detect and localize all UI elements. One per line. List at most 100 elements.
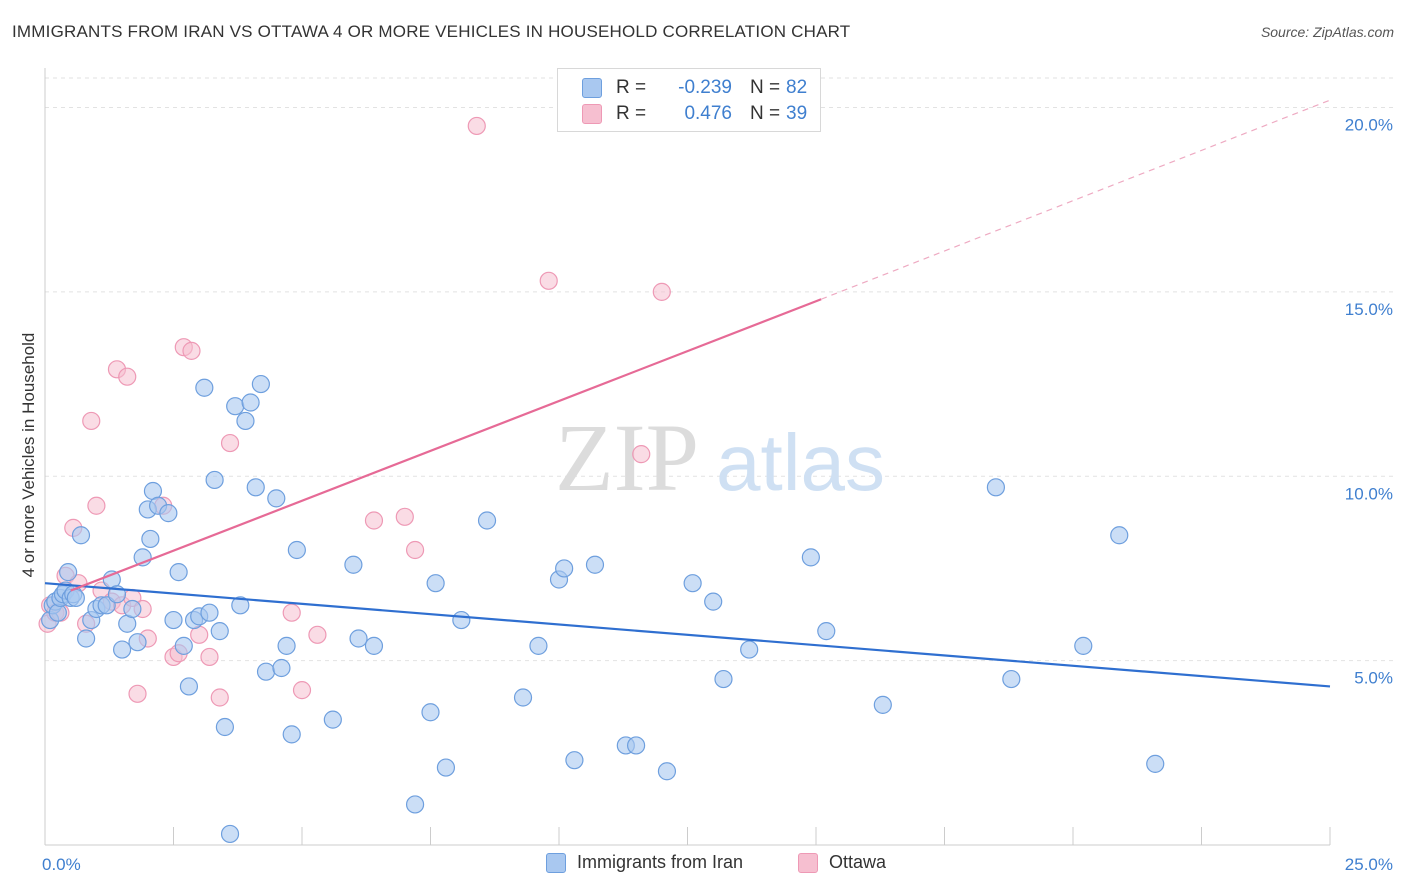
legend-label-ottawa: Ottawa xyxy=(829,852,887,872)
iran-point xyxy=(246,478,265,497)
iran-point xyxy=(1074,636,1093,655)
y-tick-label: 20.0% xyxy=(1345,116,1393,135)
iran-trend-line xyxy=(44,582,1331,688)
iran-points xyxy=(41,374,1165,844)
iran-point xyxy=(123,599,142,619)
iran-point xyxy=(272,658,291,678)
ottawa-point xyxy=(364,511,384,530)
iran-point xyxy=(267,489,286,508)
ottawa-point xyxy=(308,625,327,644)
stats-row-ottawa: R = 0.476 N = 39 xyxy=(582,101,807,127)
iran-point xyxy=(344,555,363,574)
y-tick-label: 15.0% xyxy=(1345,300,1393,319)
ottawa-trend-extension xyxy=(820,99,1331,300)
ottawa-swatch xyxy=(582,104,602,124)
legend-label-iran: Immigrants from Iran xyxy=(577,852,744,872)
r-label: R = xyxy=(616,77,647,98)
iran-point xyxy=(1146,754,1165,773)
iran-point xyxy=(364,636,384,655)
iran-point xyxy=(704,592,723,611)
iran-point xyxy=(323,710,342,729)
stats-legend: R = -0.239 N = 82 R = 0.476 N = 39 xyxy=(557,68,821,132)
iran-point xyxy=(226,397,245,416)
ottawa-point xyxy=(210,688,229,707)
iran-point xyxy=(179,677,199,696)
r-value: 0.476 xyxy=(684,103,732,124)
iran-point xyxy=(205,470,224,490)
iran-point xyxy=(421,703,440,722)
iran-point xyxy=(436,758,456,777)
iran-point xyxy=(873,695,892,714)
trend-lines xyxy=(44,99,1331,688)
iran-point xyxy=(159,504,178,523)
iran-point xyxy=(513,688,533,707)
iran-legend-swatch xyxy=(546,852,566,873)
ottawa-point xyxy=(87,496,106,515)
iran-point xyxy=(210,622,229,641)
legend-item-iran[interactable]: Immigrants from Iran xyxy=(546,852,743,873)
tick-labels: 5.0% 10.0% 15.0% 20.0% 0.0% 25.0% xyxy=(42,116,1393,875)
iran-point xyxy=(657,762,677,781)
ottawa-point xyxy=(82,411,101,431)
ottawa-trend-line xyxy=(70,298,822,592)
ottawa-point xyxy=(652,282,671,301)
iran-point xyxy=(565,751,584,770)
iran-point xyxy=(555,559,574,578)
ottawa-legend-swatch xyxy=(798,852,818,873)
ottawa-point xyxy=(292,681,312,700)
iran-point xyxy=(801,548,820,567)
ottawa-point xyxy=(118,367,137,386)
source-credit: Source: ZipAtlas.com xyxy=(1260,24,1394,40)
y-axis-title: 4 or more Vehicles in Household xyxy=(19,333,38,578)
n-label: N = xyxy=(750,103,781,124)
ottawa-point xyxy=(467,116,486,136)
axes xyxy=(44,68,1331,846)
iran-swatch xyxy=(582,78,602,98)
iran-point xyxy=(405,795,425,814)
iran-point xyxy=(714,669,733,689)
iran-point xyxy=(215,717,234,737)
legend-item-ottawa[interactable]: Ottawa xyxy=(798,852,886,873)
iran-point xyxy=(112,640,132,659)
iran-point xyxy=(817,622,836,641)
iran-point xyxy=(128,633,147,652)
iran-point xyxy=(277,636,296,655)
iran-point xyxy=(220,824,240,844)
iran-point xyxy=(683,574,702,593)
iran-point xyxy=(256,662,276,681)
iran-point xyxy=(426,574,445,593)
iran-point xyxy=(77,629,96,648)
iran-point xyxy=(141,529,160,549)
iran-point xyxy=(48,603,67,622)
iran-point xyxy=(349,629,368,648)
iran-point xyxy=(1002,669,1021,689)
r-value: -0.239 xyxy=(678,77,732,98)
iran-point xyxy=(452,610,471,630)
iran-point xyxy=(71,526,91,545)
iran-point xyxy=(66,588,85,608)
n-label: N = xyxy=(750,77,781,98)
iran-point xyxy=(529,636,548,655)
iran-point xyxy=(626,736,646,755)
stats-row-iran: R = -0.239 N = 82 xyxy=(582,75,807,101)
ottawa-point xyxy=(632,445,651,464)
iran-point xyxy=(251,374,270,394)
series-legend: Immigrants from Iran Ottawa xyxy=(0,852,1406,878)
iran-point xyxy=(59,563,78,582)
ottawa-point xyxy=(405,540,425,560)
iran-point xyxy=(282,725,301,744)
gridlines xyxy=(45,77,1395,662)
iran-point xyxy=(477,511,497,530)
iran-point xyxy=(1110,526,1129,545)
r-label: R = xyxy=(616,103,647,124)
iran-point xyxy=(231,596,250,615)
ottawa-point xyxy=(182,341,201,360)
iran-point xyxy=(287,540,306,560)
x-tick-label: 25.0% xyxy=(1345,855,1393,874)
ottawa-point xyxy=(282,603,301,622)
watermark: ZIP atlas xyxy=(555,404,885,511)
y-tick-label: 5.0% xyxy=(1354,669,1393,688)
chart-title: IMMIGRANTS FROM IRAN VS OTTAWA 4 OR MORE… xyxy=(12,22,851,41)
iran-point xyxy=(200,603,219,622)
